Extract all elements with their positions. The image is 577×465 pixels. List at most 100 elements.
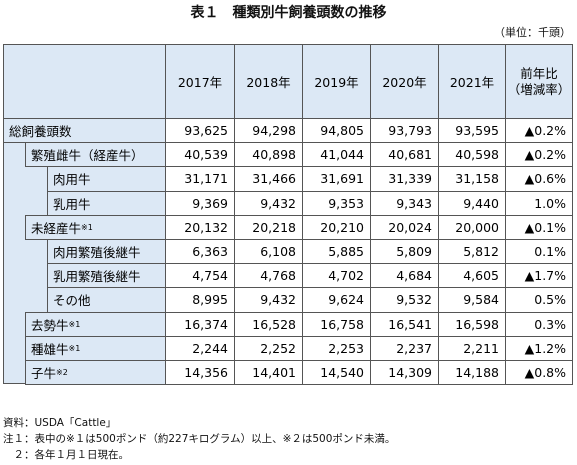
value-cell: 9,369 xyxy=(165,190,235,216)
value-cell: 9,532 xyxy=(370,287,439,313)
change-cell: ▲0.2% xyxy=(505,142,573,168)
value-cell: 20,132 xyxy=(165,214,235,240)
value-cell: 4,605 xyxy=(438,263,506,289)
value-cell: 2,237 xyxy=(370,335,439,361)
column-header: 前年比 （増減率） xyxy=(505,44,573,119)
header-line: （増減率） xyxy=(507,81,571,97)
value-cell: 16,374 xyxy=(165,311,235,337)
value-cell: 4,768 xyxy=(234,263,303,289)
value-cell: 14,356 xyxy=(165,360,235,386)
value-cell: 16,541 xyxy=(370,311,439,337)
value-cell: 94,805 xyxy=(302,118,371,144)
change-cell: 0.3% xyxy=(505,311,573,337)
value-cell: 2,253 xyxy=(302,335,371,361)
value-cell: 20,024 xyxy=(370,214,439,240)
value-cell: 20,210 xyxy=(302,214,371,240)
value-cell: 14,540 xyxy=(302,360,371,386)
value-cell: 40,539 xyxy=(165,142,235,168)
value-cell: 4,702 xyxy=(302,263,371,289)
footnote-mark: ※1 xyxy=(68,319,81,329)
value-cell: 40,598 xyxy=(438,142,506,168)
value-cell: 9,343 xyxy=(370,190,439,216)
change-cell: ▲0.8% xyxy=(505,360,573,386)
row-label: 乳用牛 xyxy=(47,190,166,216)
change-cell: ▲1.2% xyxy=(505,335,573,361)
value-cell: 4,754 xyxy=(165,263,235,289)
value-cell: 94,298 xyxy=(234,118,303,144)
value-cell: 31,339 xyxy=(370,166,439,192)
label-text: 肉用繁殖後継牛 xyxy=(53,245,141,261)
value-cell: 93,625 xyxy=(165,118,235,144)
value-cell: 9,440 xyxy=(438,190,506,216)
footnote-mark: ※2 xyxy=(56,368,68,378)
row-label: 繁殖雌牛（経産牛） xyxy=(25,142,166,168)
row-label: 去勢牛 ※1 xyxy=(25,311,166,337)
unit: （単位：千頭） xyxy=(494,26,571,39)
row-label: 肉用牛 xyxy=(47,166,166,192)
label-text: 種雄牛 xyxy=(31,341,69,357)
label-text: 乳用繁殖後継牛 xyxy=(53,269,141,285)
value-cell: 16,598 xyxy=(438,311,506,337)
label-text: 肉用牛 xyxy=(53,172,91,188)
value-cell: 9,353 xyxy=(302,190,371,216)
value-cell: 2,252 xyxy=(234,335,303,361)
column-header: 2018年 xyxy=(234,44,303,119)
value-cell: 14,401 xyxy=(234,360,303,386)
change-cell: ▲0.2% xyxy=(505,118,573,144)
value-cell: 6,363 xyxy=(165,239,235,265)
value-cell: 14,309 xyxy=(370,360,439,386)
row-label: 肉用繁殖後継牛 xyxy=(47,239,166,265)
column-header: 2019年 xyxy=(302,44,371,119)
change-cell: 0.1% xyxy=(505,239,573,265)
value-cell: 5,812 xyxy=(438,239,506,265)
value-cell: 5,809 xyxy=(370,239,439,265)
header-corner xyxy=(3,44,166,119)
note: ２：各年１月１日現在。 xyxy=(3,449,129,461)
value-cell: 6,108 xyxy=(234,239,303,265)
label-text: 総飼養頭数 xyxy=(9,124,72,140)
value-cell: 9,624 xyxy=(302,287,371,313)
value-cell: 31,171 xyxy=(165,166,235,192)
change-cell: 0.5% xyxy=(505,287,573,313)
change-cell: ▲1.7% xyxy=(505,263,573,289)
row-label: 乳用繁殖後継牛 xyxy=(47,263,166,289)
value-cell: 31,691 xyxy=(302,166,371,192)
value-cell: 9,584 xyxy=(438,287,506,313)
column-header: 2017年 xyxy=(165,44,235,119)
row-label: 子牛 ※2 xyxy=(25,360,166,386)
row-label: 未経産牛 ※1 xyxy=(25,214,166,240)
value-cell: 41,044 xyxy=(302,142,371,168)
value-cell: 20,218 xyxy=(234,214,303,240)
value-cell: 93,595 xyxy=(438,118,506,144)
note: 注１：表中の※１は500ポンド（約227キログラム）以上、※２は500ポンド未満… xyxy=(3,433,396,445)
value-cell: 2,244 xyxy=(165,335,235,361)
value-cell: 9,432 xyxy=(234,287,303,313)
value-cell: 2,211 xyxy=(438,335,506,361)
column-header: 2020年 xyxy=(370,44,439,119)
column-header: 2021年 xyxy=(438,44,506,119)
label-text: 乳用牛 xyxy=(53,196,91,212)
source: 資料：USDA「Cattle」 xyxy=(3,417,117,429)
value-cell: 9,432 xyxy=(234,190,303,216)
value-cell: 20,000 xyxy=(438,214,506,240)
label-text: 未経産牛 xyxy=(31,220,82,236)
label-text: 繁殖雌牛（経産牛） xyxy=(31,148,144,164)
row-label: その他 xyxy=(47,287,166,313)
footnote-mark: ※1 xyxy=(68,343,81,353)
value-cell: 8,995 xyxy=(165,287,235,313)
value-cell: 16,528 xyxy=(234,311,303,337)
label-text: 去勢牛 xyxy=(31,317,69,333)
change-cell: ▲0.6% xyxy=(505,166,573,192)
value-cell: 31,158 xyxy=(438,166,506,192)
header-line: 前年比 xyxy=(520,65,558,81)
label-text: 子牛 xyxy=(31,366,57,382)
value-cell: 4,684 xyxy=(370,263,439,289)
value-cell: 40,898 xyxy=(234,142,303,168)
footnote-mark: ※1 xyxy=(81,222,93,232)
label-text: その他 xyxy=(53,293,91,309)
value-cell: 93,793 xyxy=(370,118,439,144)
row-label: 種雄牛 ※1 xyxy=(25,335,166,361)
change-cell: 1.0% xyxy=(505,190,573,216)
title: 表１ 種類別牛飼養頭数の推移 xyxy=(190,5,387,21)
